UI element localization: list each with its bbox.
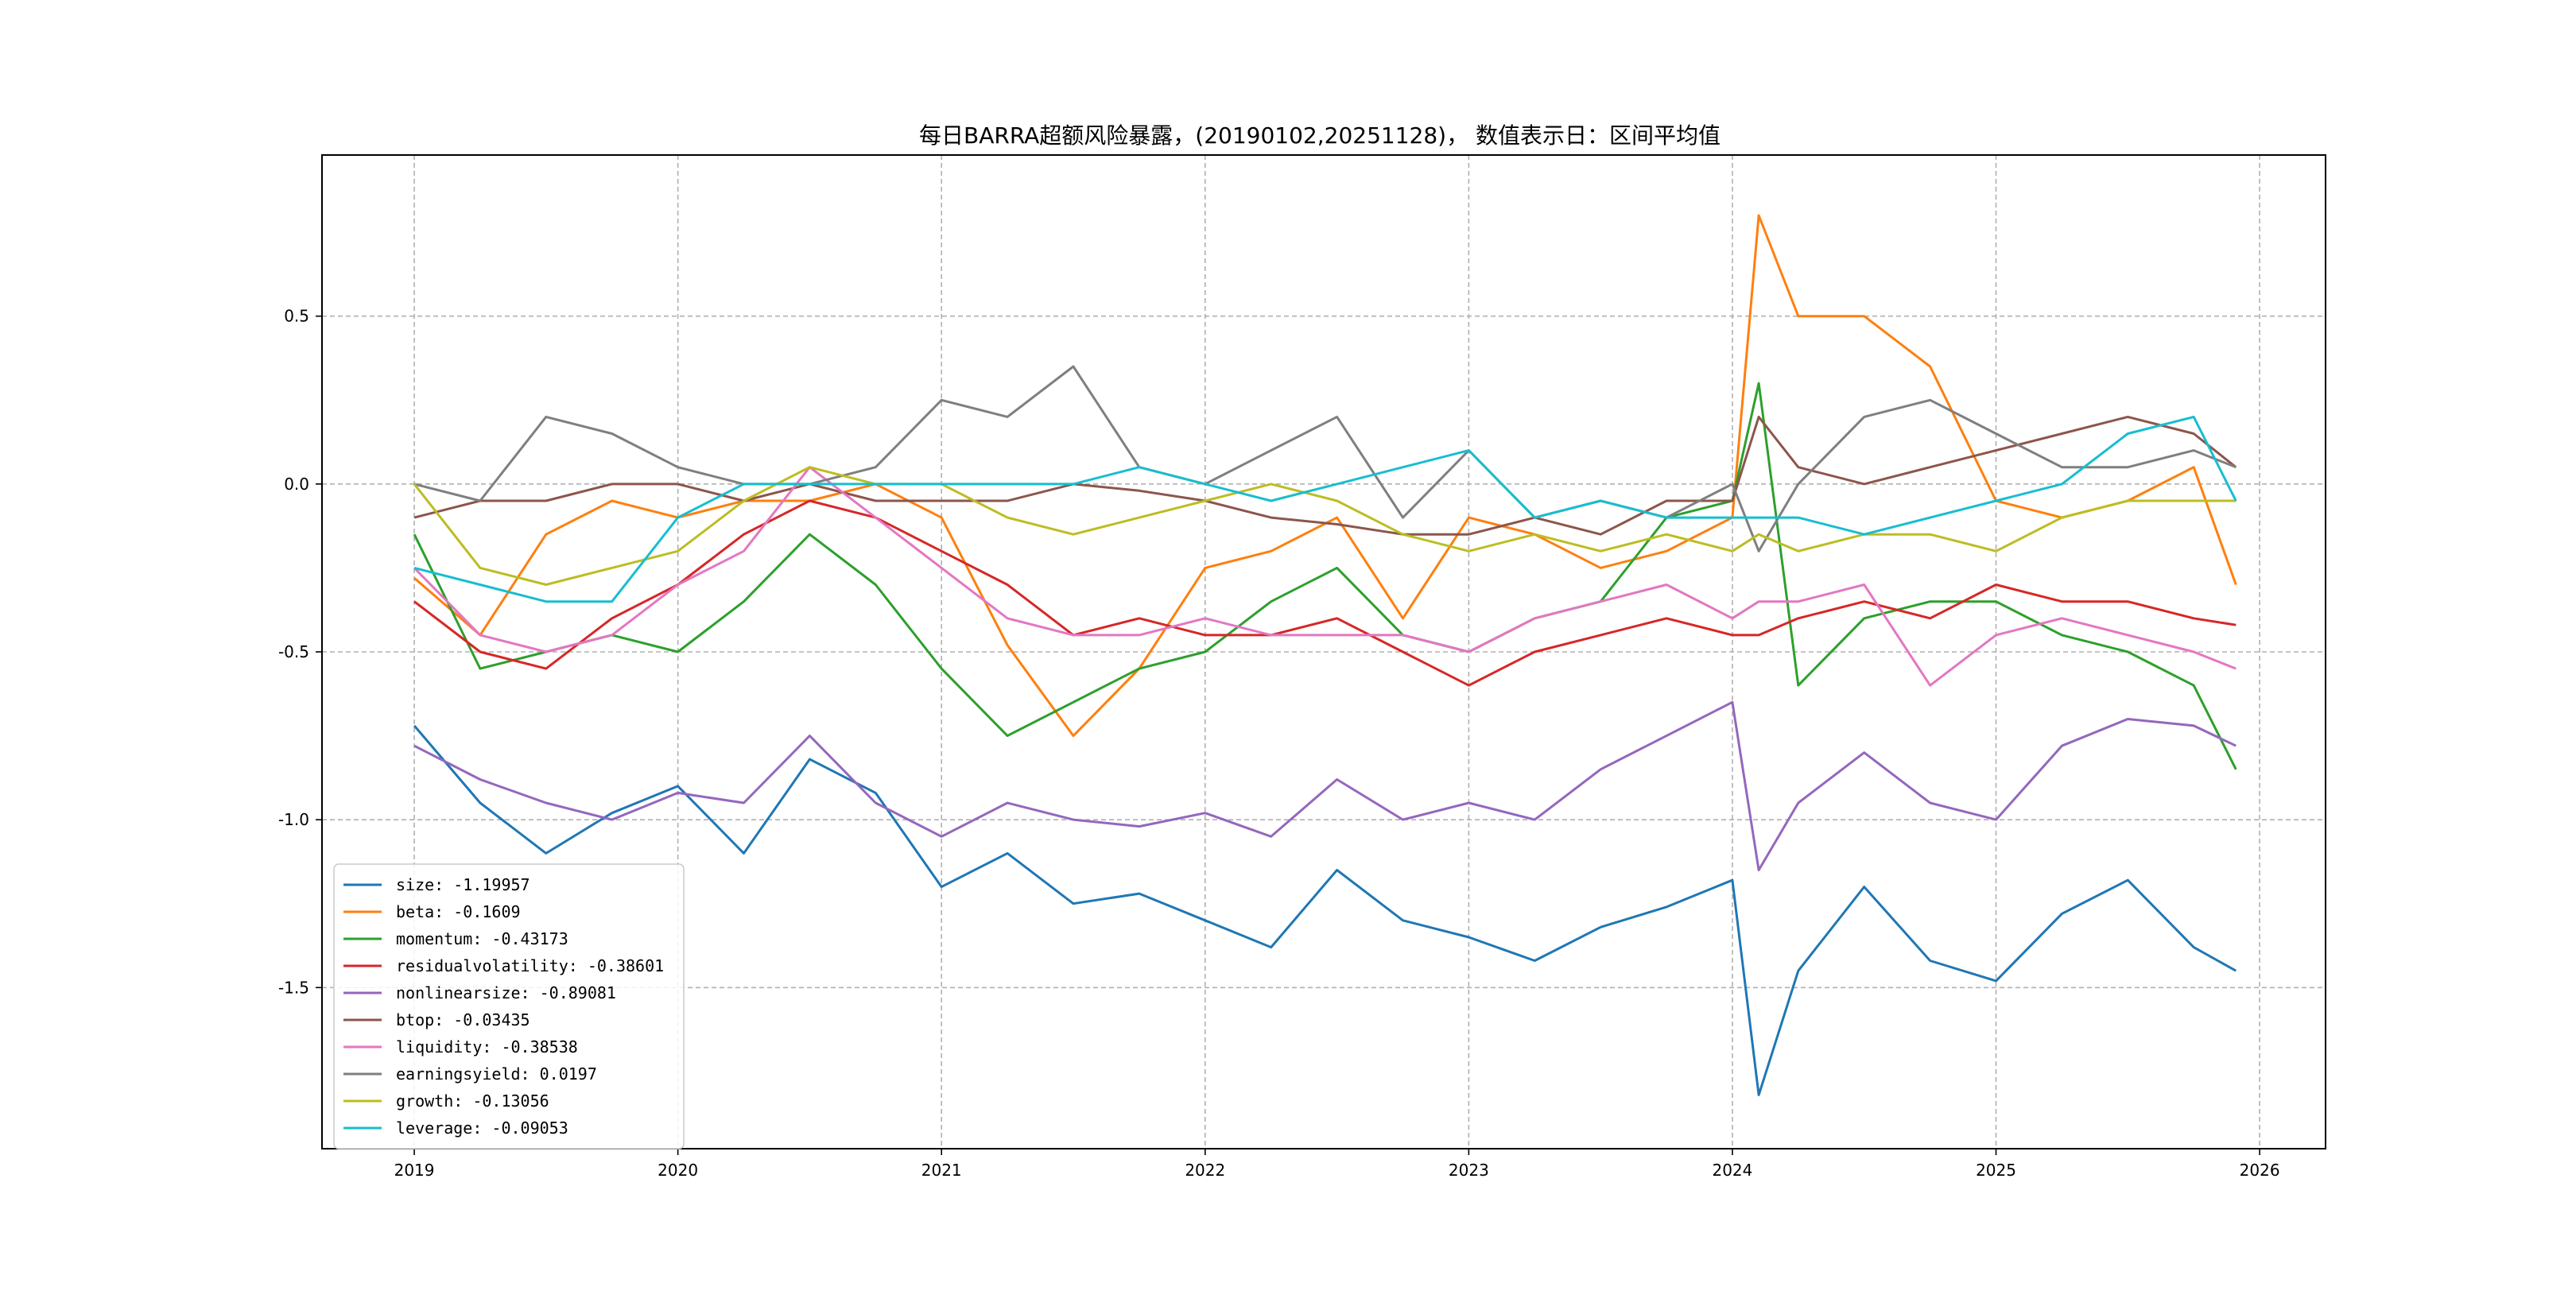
x-tick-label: 2021 — [921, 1161, 962, 1180]
y-tick-label: -0.5 — [278, 642, 309, 661]
series-line-beta — [413, 214, 2237, 738]
axis-layer: 2019 2020 2021 2022 2023 2024 2025 2026 -1.5 -1.0… — [278, 307, 2280, 1180]
legend-label-liquidity: liquidity: -0.38538 — [396, 1037, 578, 1056]
series-line-momentum — [413, 382, 2237, 770]
y-tick-label: -1.0 — [278, 810, 309, 829]
series-line-nonlinearsize — [413, 700, 2237, 871]
series-line-growth — [413, 466, 2237, 586]
legend-label-leverage: leverage: -0.09053 — [396, 1118, 568, 1138]
x-tick-label: 2025 — [1976, 1161, 2016, 1180]
y-tick-label: -1.5 — [278, 978, 309, 997]
series-line-leverage — [413, 415, 2237, 603]
y-tick-label: 0.5 — [284, 307, 309, 326]
x-tick-label: 2026 — [2240, 1161, 2280, 1180]
legend-label-btop: btop: -0.03435 — [396, 1010, 530, 1029]
series-line-earningsyield — [413, 365, 2237, 552]
series-line-size — [413, 724, 2237, 1096]
x-tick-label: 2020 — [658, 1161, 698, 1180]
series-layer — [413, 214, 2237, 1096]
chart-title: 每日BARRA超额风险暴露，(20190102,20251128)， 数值表示日… — [919, 122, 1721, 149]
x-tick-label: 2019 — [394, 1161, 435, 1180]
series-line-btop — [413, 415, 2237, 536]
y-tick-label: 0.0 — [284, 475, 309, 494]
legend-box — [333, 863, 685, 1149]
legend-label-residualvolatility: residualvolatility: -0.38601 — [396, 956, 664, 975]
x-tick-label: 2024 — [1712, 1161, 1752, 1180]
legend-label-size: size: -1.19957 — [396, 875, 530, 894]
x-tick-label: 2023 — [1449, 1161, 1489, 1180]
series-line-liquidity — [413, 466, 2237, 687]
legend-label-momentum: momentum: -0.43173 — [396, 929, 568, 948]
legend-label-nonlinearsize: nonlinearsize: -0.89081 — [396, 983, 616, 1002]
legend: size: -1.19957 beta: -0.1609 momentum: -0.… — [333, 863, 685, 1149]
legend-label-growth: growth: -0.13056 — [396, 1091, 549, 1111]
x-tick-label: 2022 — [1185, 1161, 1225, 1180]
legend-label-beta: beta: -0.1609 — [396, 902, 521, 921]
legend-label-earningsyield: earningsyield: 0.0197 — [396, 1064, 597, 1084]
